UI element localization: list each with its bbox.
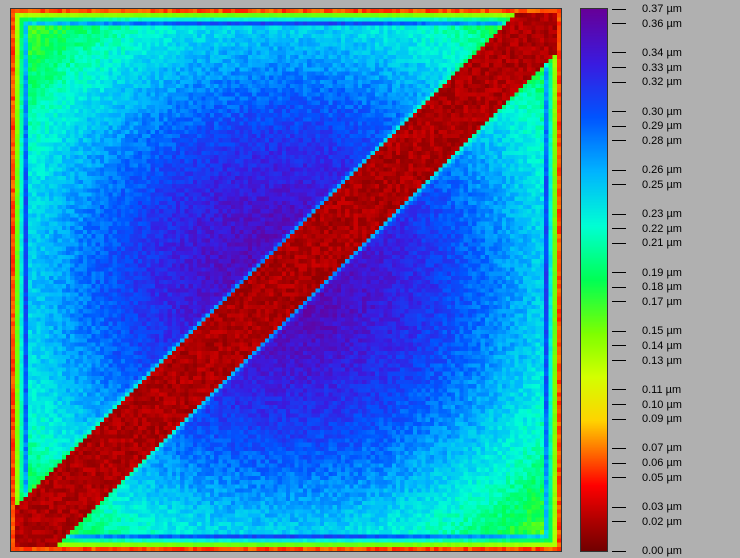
tick-mark (612, 551, 626, 552)
tick-mark (612, 389, 626, 390)
tick-mark (612, 477, 626, 478)
tick-label: 0.21 µm (642, 237, 682, 249)
tick-label: 0.29 µm (642, 120, 682, 132)
colorbar-tick: 0.09 µm (608, 413, 682, 425)
tick-label: 0.14 µm (642, 340, 682, 352)
colorbar-tick: 0.23 µm (608, 208, 682, 220)
colorbar-tick: 0.18 µm (608, 281, 682, 293)
tick-mark (612, 301, 626, 302)
tick-label: 0.19 µm (642, 267, 682, 279)
colorbar-tick: 0.02 µm (608, 516, 682, 528)
tick-mark (612, 111, 626, 112)
colorbar-tick: 0.10 µm (608, 399, 682, 411)
tick-mark (612, 82, 626, 83)
tick-mark (612, 228, 626, 229)
colorbar-tick: 0.03 µm (608, 501, 682, 513)
tick-mark (612, 404, 626, 405)
tick-label: 0.10 µm (642, 399, 682, 411)
tick-mark (612, 170, 626, 171)
colorbar-tick: 0.15 µm (608, 325, 682, 337)
figure-frame: 0.37 µm 0.36 µm 0.34 µm 0.33 µm 0.32 µm 0.30 … (0, 0, 740, 558)
colorbar-tick: 0.28 µm (608, 135, 682, 147)
colorbar-tick: 0.25 µm (608, 179, 682, 191)
tick-mark (612, 272, 626, 273)
colorbar-ticks: 0.37 µm0.36 µm0.34 µm0.33 µm0.32 µm0.30 … (608, 8, 738, 552)
colorbar-tick: 0.29 µm (608, 120, 682, 132)
tick-label: 0.18 µm (642, 281, 682, 293)
colorbar-tick: 0.05 µm (608, 472, 682, 484)
tick-mark (612, 243, 626, 244)
tick-mark (612, 419, 626, 420)
colorbar-tick: 0.37 µm (608, 3, 682, 15)
tick-label: 0.11 µm (642, 384, 681, 396)
tick-mark (612, 507, 626, 508)
tick-mark (612, 448, 626, 449)
tick-label: 0.22 µm (642, 223, 682, 235)
colorbar-tick: 0.11 µm (608, 384, 681, 396)
colorbar-tick: 0.36 µm (608, 18, 682, 30)
colorbar-tick: 0.26 µm (608, 164, 682, 176)
tick-label: 0.32 µm (642, 76, 682, 88)
heatmap-container (10, 8, 562, 552)
tick-mark (612, 67, 626, 68)
tick-mark (612, 23, 626, 24)
colorbar-tick: 0.06 µm (608, 457, 682, 469)
tick-label: 0.17 µm (642, 296, 682, 308)
tick-label: 0.36 µm (642, 18, 682, 30)
tick-label: 0.02 µm (642, 516, 682, 528)
tick-mark (612, 126, 626, 127)
tick-mark (612, 184, 626, 185)
tick-mark (612, 52, 626, 53)
colorbar-tick: 0.22 µm (608, 223, 682, 235)
tick-mark (612, 463, 626, 464)
colorbar-tick: 0.13 µm (608, 355, 682, 367)
colorbar-tick: 0.30 µm (608, 106, 682, 118)
tick-label: 0.37 µm (642, 3, 682, 15)
colorbar-tick: 0.17 µm (608, 296, 682, 308)
colorbar (581, 9, 607, 551)
colorbar-tick: 0.19 µm (608, 267, 682, 279)
tick-label: 0.30 µm (642, 106, 682, 118)
tick-label: 0.34 µm (642, 47, 682, 59)
colorbar-tick: 0.33 µm (608, 62, 682, 74)
colorbar-tick: 0.14 µm (608, 340, 682, 352)
colorbar-container (580, 8, 608, 552)
colorbar-tick: 0.21 µm (608, 237, 682, 249)
tick-mark (612, 360, 626, 361)
tick-label: 0.09 µm (642, 413, 682, 425)
heatmap (11, 9, 561, 551)
colorbar-tick: 0.07 µm (608, 442, 682, 454)
colorbar-tick: 0.34 µm (608, 47, 682, 59)
tick-label: 0.33 µm (642, 62, 682, 74)
tick-mark (612, 287, 626, 288)
tick-label: 0.26 µm (642, 164, 682, 176)
tick-mark (612, 345, 626, 346)
tick-label: 0.05 µm (642, 472, 682, 484)
tick-mark (612, 9, 626, 10)
tick-label: 0.28 µm (642, 135, 682, 147)
tick-label: 0.13 µm (642, 355, 682, 367)
tick-mark (612, 140, 626, 141)
tick-mark (612, 521, 626, 522)
colorbar-tick: 0.00 µm (608, 545, 682, 557)
tick-label: 0.00 µm (642, 545, 682, 557)
colorbar-tick: 0.32 µm (608, 76, 682, 88)
tick-mark (612, 214, 626, 215)
tick-mark (612, 331, 626, 332)
tick-label: 0.15 µm (642, 325, 682, 337)
tick-label: 0.06 µm (642, 457, 682, 469)
tick-label: 0.03 µm (642, 501, 682, 513)
tick-label: 0.07 µm (642, 442, 682, 454)
tick-label: 0.23 µm (642, 208, 682, 220)
tick-label: 0.25 µm (642, 179, 682, 191)
